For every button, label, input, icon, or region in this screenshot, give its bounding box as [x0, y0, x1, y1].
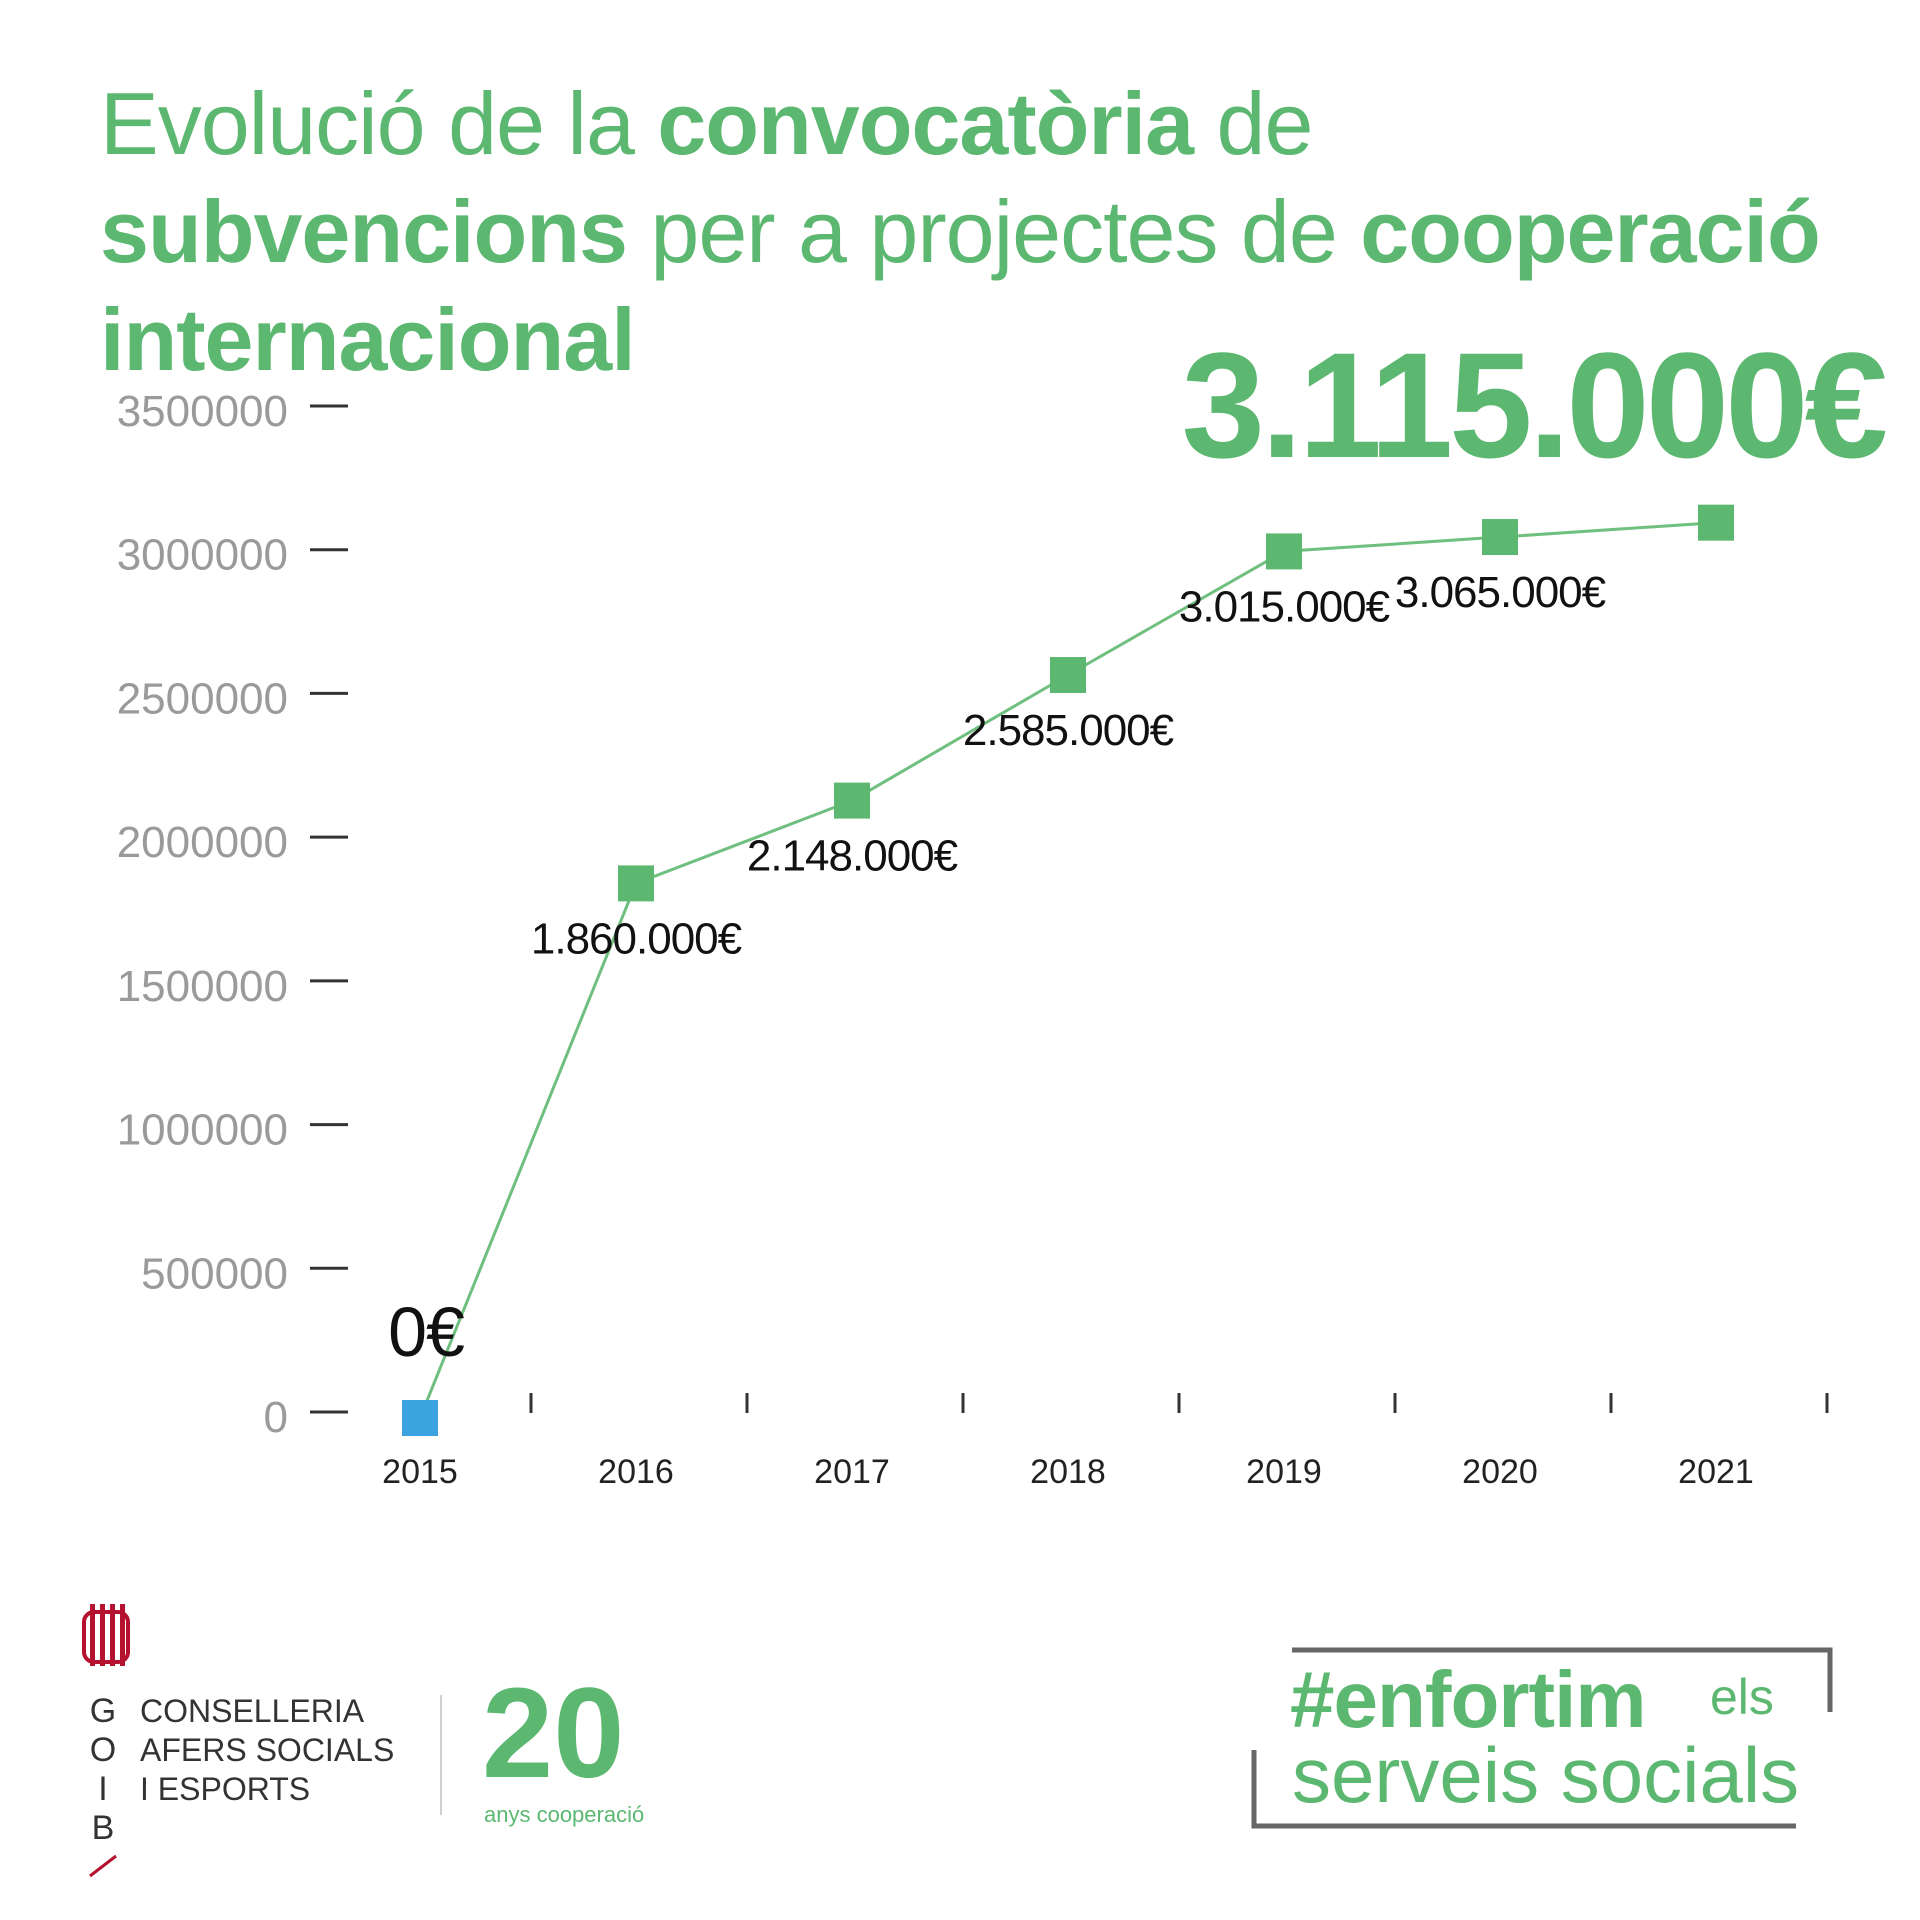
- data-label: 3.015.000€: [1179, 582, 1390, 631]
- title-part: convocatòria: [657, 74, 1194, 173]
- x-tick-label: 2019: [1246, 1453, 1322, 1491]
- anniversary-text: anys cooperació: [484, 1802, 645, 1827]
- y-tick-label: 3500000: [117, 387, 288, 436]
- anniversary-logo: 20 anys cooperació: [482, 1670, 682, 1840]
- data-point-marker: [1050, 656, 1086, 693]
- x-tick-label: 2018: [1030, 1453, 1106, 1491]
- hashtag-main: #enfortim: [1290, 1655, 1646, 1744]
- y-tick-label: 2500000: [117, 674, 288, 723]
- data-point-marker: [402, 1400, 438, 1436]
- hashtag-els: els: [1710, 1669, 1774, 1725]
- title-part: de: [1193, 74, 1314, 173]
- data-label: 2.148.000€: [747, 832, 958, 881]
- y-tick-label: 0: [264, 1393, 288, 1442]
- goib-letters: G O I B: [89, 1692, 117, 1847]
- govern-logo-block: G O I B CONSELLERIA AFERS SOCIALS I ESPO…: [70, 1600, 690, 1900]
- anniversary-number: 20: [482, 1662, 625, 1805]
- x-tick-label: 2015: [382, 1453, 458, 1491]
- y-tick-label: 3000000: [117, 531, 288, 580]
- x-tick-label: 2020: [1462, 1453, 1538, 1491]
- data-label: 3.065.000€: [1395, 568, 1606, 617]
- title-part: per a projectes de: [626, 182, 1361, 281]
- goib-shield-icon: [82, 1604, 130, 1666]
- hashtag-subtitle: serveis socials: [1292, 1731, 1800, 1819]
- y-tick-label: 1500000: [117, 962, 288, 1011]
- x-tick-label: 2016: [598, 1453, 674, 1491]
- chart-title: Evolució de la convocatòria de subvencio…: [100, 70, 1860, 394]
- y-tick-label: 500000: [141, 1249, 288, 1298]
- headline-total-value: 3.115.000€: [1181, 321, 1888, 489]
- hashtag-frame: [1251, 1647, 1833, 1829]
- title-part: Evolució de la: [100, 74, 658, 173]
- x-tick-label: 2021: [1678, 1453, 1754, 1491]
- line-chart: 0 500000 1000000 1500000 2000000 2500000 30000…: [117, 387, 1829, 1491]
- x-tick-label: 2017: [814, 1453, 890, 1491]
- data-label: 2.585.000€: [963, 706, 1174, 755]
- data-point-marker: [834, 782, 870, 819]
- data-label: 0€: [388, 1293, 464, 1371]
- series-line: [418, 521, 1717, 1419]
- title-part: subvencions: [100, 182, 628, 281]
- y-tick-label: 1000000: [117, 1106, 288, 1155]
- data-point-marker: [1266, 533, 1302, 570]
- footer-divider: [440, 1695, 442, 1815]
- data-point-marker: [1698, 504, 1734, 541]
- data-point-marker: [618, 865, 654, 902]
- title-part: cooperació internacional: [100, 182, 1821, 389]
- conselleria-name: CONSELLERIA AFERS SOCIALS I ESPORTS: [140, 1693, 395, 1807]
- data-label: 1.860.000€: [531, 914, 742, 963]
- hashtag-block: #enfortim els serveis socials: [1250, 1640, 1850, 1840]
- goib-slash-icon: [89, 1854, 117, 1878]
- y-tick-label: 2000000: [117, 818, 288, 867]
- data-point-marker: [1482, 519, 1518, 556]
